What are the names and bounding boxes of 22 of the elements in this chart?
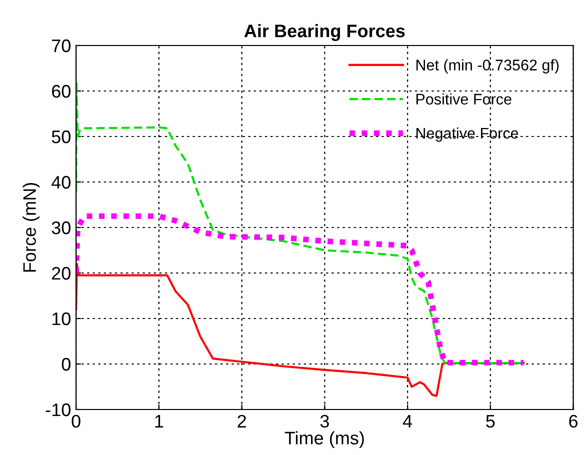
x-tick-label: 0 [72, 414, 80, 428]
y-axis-title: Force (mN) [22, 182, 40, 272]
y-tick-label: -10 [46, 403, 70, 416]
y-tick-label: 40 [52, 176, 70, 189]
y-tick-label: 70 [52, 39, 70, 52]
y-tick-label: 0 [62, 358, 70, 371]
x-axis-title: Time (ms) [284, 431, 364, 448]
y-tick-label: 20 [52, 266, 70, 280]
legend-label: Negative Force [416, 127, 518, 142]
y-tick-label: 60 [52, 84, 70, 98]
x-tick-label: 6 [569, 414, 578, 428]
x-tick-label: 5 [486, 415, 495, 428]
y-tick-label: 30 [52, 221, 70, 234]
chart-title: Air Bearing Forces [244, 24, 405, 41]
legend-label: Net (min -0.73562 gf) [416, 59, 559, 74]
y-tick-label: 50 [52, 130, 70, 144]
x-tick-label: 3 [320, 414, 329, 428]
x-tick-label: 4 [402, 415, 412, 428]
x-tick-label: 1 [155, 415, 164, 428]
y-tick-label: 10 [52, 312, 70, 326]
legend-label: Positive Force [416, 93, 512, 105]
x-tick-label: 2 [238, 414, 246, 428]
